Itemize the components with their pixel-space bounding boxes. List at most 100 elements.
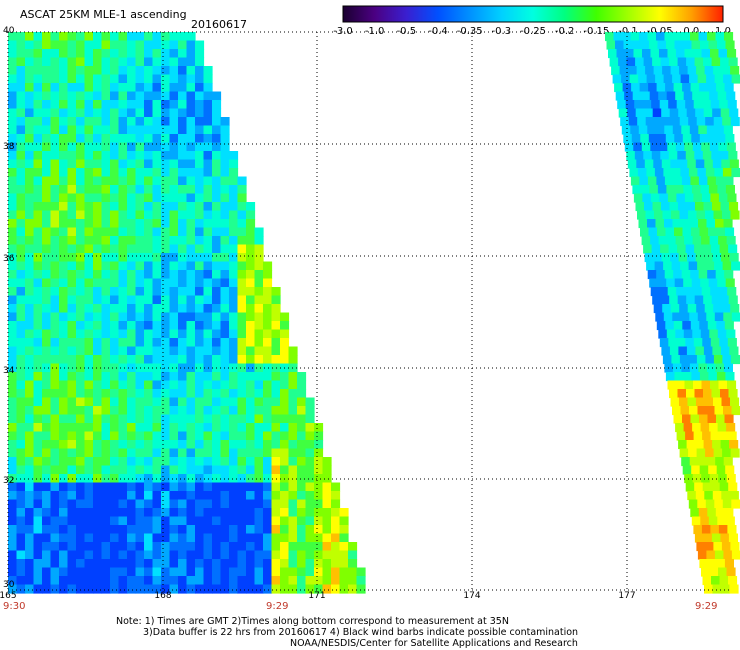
swath-cell [178, 372, 188, 382]
swath-cell [152, 176, 162, 186]
swath-cell [8, 219, 18, 229]
swath-cell [691, 227, 701, 237]
swath-cell [42, 440, 52, 450]
swath-cell [659, 287, 669, 297]
swath-cell [84, 346, 94, 356]
swath-cell [42, 40, 52, 50]
swath-cell [118, 57, 128, 67]
swath-cell [668, 244, 678, 254]
swath-cell [709, 423, 719, 433]
swath-cell [314, 559, 324, 569]
swath-cell [314, 567, 324, 577]
swath-cell [152, 32, 162, 42]
swath-cell [650, 287, 660, 297]
swath-cell [16, 312, 26, 322]
swath-cell [161, 423, 171, 433]
swath-cell [705, 168, 715, 178]
swath-cell [67, 159, 77, 169]
swath-cell [700, 516, 710, 526]
swath-cell [660, 151, 670, 161]
swath-cell [135, 244, 145, 254]
swath-cell [59, 508, 69, 518]
swath-cell [254, 389, 264, 399]
swath-cell [203, 66, 213, 76]
swath-cell [33, 474, 43, 484]
swath-cell [186, 125, 196, 135]
swath-cell [203, 108, 213, 118]
swath-cell [67, 66, 77, 76]
swath-cell [42, 499, 52, 509]
swath-cell [152, 202, 162, 212]
swath-cell [254, 380, 264, 390]
swath-cell [702, 482, 712, 492]
swath-cell [653, 66, 663, 76]
swath-cell [671, 261, 681, 271]
swath-cell [186, 202, 196, 212]
swath-cell [237, 397, 247, 407]
swath-cell [631, 83, 641, 93]
swath-cell [727, 380, 737, 390]
swath-cell [8, 533, 18, 543]
swath-cell [169, 134, 179, 144]
swath-cell [76, 389, 86, 399]
swath-cell [246, 406, 256, 416]
swath-cell [697, 168, 707, 178]
swath-cell [152, 134, 162, 144]
swath-cell [280, 465, 290, 475]
swath-cell [271, 576, 281, 586]
swath-cell [127, 516, 137, 526]
swath-cell [127, 406, 137, 416]
swath-cell [84, 389, 94, 399]
swath-cell [220, 236, 230, 246]
swath-cell [25, 457, 35, 467]
swath-cell [657, 278, 667, 288]
swath-cell [186, 278, 196, 288]
swath-cell [127, 448, 137, 458]
swath-cell [101, 355, 111, 365]
swath-cell [178, 406, 188, 416]
swath-cell [152, 542, 162, 552]
swath-cell [220, 355, 230, 365]
swath-cell [76, 159, 86, 169]
swath-cell [684, 287, 694, 297]
swath-cell [59, 142, 69, 152]
swath-cell [314, 474, 324, 484]
swath-cell [642, 49, 652, 59]
swath-cell [699, 372, 709, 382]
swath-cell [110, 40, 120, 50]
swath-cell [687, 253, 697, 263]
swath-cell [263, 508, 273, 518]
swath-cell [237, 329, 247, 339]
swath-cell [93, 202, 103, 212]
swath-cell [110, 83, 120, 93]
swath-cell [93, 295, 103, 305]
swath-cell [669, 346, 679, 356]
swath-cell [195, 567, 205, 577]
swath-cell [84, 74, 94, 84]
swath-cell [84, 287, 94, 297]
swath-cell [661, 346, 671, 356]
swath-cell [169, 159, 179, 169]
swath-cell [169, 372, 179, 382]
swath-cell [263, 278, 273, 288]
swath-cell [110, 465, 120, 475]
swath-cell [50, 397, 60, 407]
swath-cell [723, 550, 733, 560]
lat-label-34: 34 [3, 366, 15, 376]
swath-cell [178, 83, 188, 93]
swath-cell [76, 542, 86, 552]
swath-cell [697, 406, 707, 416]
swath-cell [212, 499, 222, 509]
swath-cell [152, 40, 162, 50]
swath-cell [683, 185, 693, 195]
swath-cell [76, 321, 86, 331]
swath-cell [644, 108, 654, 118]
swath-cell [169, 321, 179, 331]
swath-cell [42, 448, 52, 458]
swath-cell [263, 440, 273, 450]
swath-cell [169, 516, 179, 526]
swath-cell [246, 346, 256, 356]
swath-cell [708, 372, 718, 382]
swath-cell [237, 363, 247, 373]
swath-cell [667, 287, 677, 297]
